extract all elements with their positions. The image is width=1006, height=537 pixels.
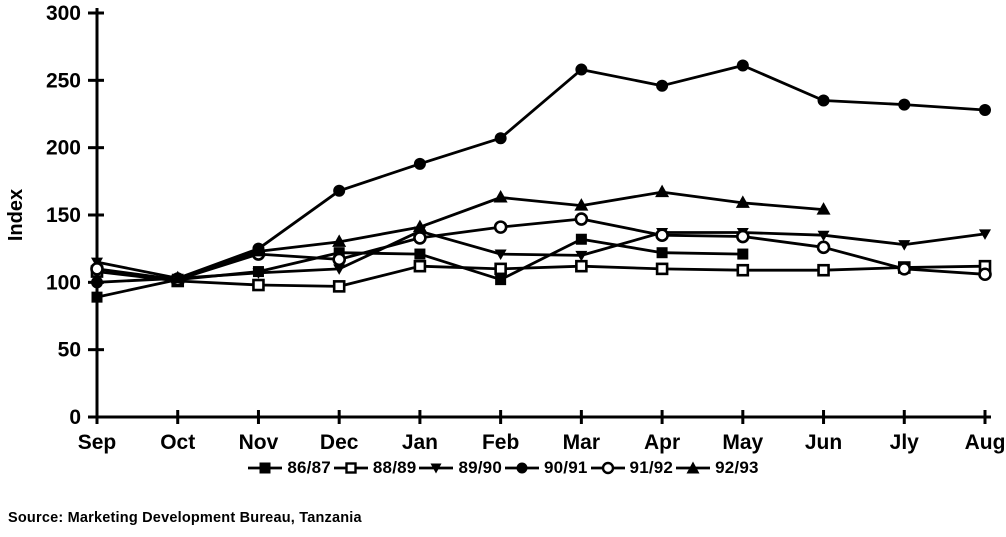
chart-legend: 86/87 88/89 89/90 90/91 91/92 92/93 — [0, 458, 1006, 478]
marker-filled-triangle — [816, 202, 831, 215]
marker-filled-down-triangle — [494, 249, 507, 261]
marker-filled-circle — [494, 132, 507, 145]
series-line-88-89 — [95, 264, 987, 288]
series-line-90-91 — [95, 64, 987, 284]
legend-item-88-89: 88/89 — [333, 458, 417, 478]
marker-filled-down-triangle — [979, 229, 991, 240]
x-tick-label: May — [722, 431, 763, 454]
marker-filled-down-triangle — [575, 250, 588, 262]
marker-filled-triangle — [735, 195, 750, 208]
marker-filled-triangle — [574, 198, 589, 211]
legend-label: 88/89 — [372, 458, 417, 477]
marker-open-circle — [413, 231, 427, 245]
y-tick-label: 150 — [46, 204, 81, 227]
legend-item-92-93: 92/93 — [675, 458, 759, 478]
y-tick-label: 300 — [46, 2, 81, 25]
x-tick-label: Sep — [78, 431, 117, 454]
marker-open-circle — [493, 220, 508, 234]
x-tick-label: Jun — [805, 431, 842, 454]
marker-open-square — [252, 278, 265, 292]
marker-filled-down-triangle — [898, 240, 911, 251]
marker-open-circle — [655, 228, 669, 242]
y-tick-label: 250 — [46, 69, 81, 92]
legend-label: 89/90 — [458, 458, 502, 477]
marker-filled-square — [656, 247, 668, 259]
marker-filled-triangle — [170, 270, 185, 284]
x-tick-label: Dec — [320, 431, 359, 454]
marker-filled-triangle — [412, 219, 427, 233]
x-tick-label: Oct — [160, 431, 195, 454]
marker-open-circle — [816, 240, 831, 255]
legend-marker-filled-square — [248, 462, 283, 474]
legend-marker-filled-down-triangle — [419, 463, 454, 474]
line-chart: 0 50 100 150 200 250 300 Sep Oct Nov Dec Jan Feb Mar A… — [5, 2, 1006, 454]
marker-filled-triangle — [493, 189, 508, 203]
y-axis-label: Index — [5, 189, 27, 241]
marker-open-square — [332, 280, 346, 293]
x-tick-label: Apr — [644, 431, 680, 454]
marker-open-square — [575, 259, 588, 273]
source-note: Source: Marketing Development Bureau, Ta… — [8, 510, 362, 526]
marker-filled-square — [737, 248, 749, 260]
marker-open-circle — [897, 262, 912, 276]
marker-filled-down-triangle — [333, 264, 346, 275]
marker-filled-square — [495, 274, 507, 286]
marker-filled-circle — [333, 184, 346, 197]
legend-label: 86/87 — [287, 458, 331, 477]
legend-item-90-91: 90/91 — [504, 458, 588, 478]
marker-filled-square — [414, 248, 426, 260]
marker-open-circle — [90, 262, 104, 276]
y-tick-label: 200 — [46, 137, 81, 160]
marker-filled-circle — [91, 276, 103, 289]
legend-item-86-87: 86/87 — [247, 458, 331, 478]
marker-filled-circle — [575, 63, 588, 76]
marker-filled-circle — [898, 98, 911, 111]
marker-open-circle — [332, 252, 346, 267]
marker-open-circle — [736, 229, 750, 244]
marker-filled-circle — [736, 59, 749, 72]
y-tick-label: 50 — [58, 339, 81, 362]
x-tick-label: Mar — [563, 431, 600, 454]
marker-filled-down-triangle — [817, 230, 830, 242]
marker-open-square — [494, 262, 507, 276]
x-tick-label: Jly — [890, 431, 920, 454]
marker-filled-triangle — [251, 243, 266, 257]
x-tick-label: Feb — [482, 431, 519, 454]
marker-open-circle — [574, 212, 589, 226]
legend-marker-filled-circle — [505, 462, 539, 474]
legend-item-91-92: 91/92 — [590, 458, 674, 478]
marker-open-circle — [978, 267, 992, 282]
series-line-89-90 — [95, 229, 987, 280]
legend-label: 92/93 — [715, 458, 759, 477]
marker-filled-square — [91, 291, 103, 303]
legend-item-89-90: 89/90 — [418, 458, 502, 478]
y-tick-label: 0 — [69, 406, 81, 429]
marker-open-square — [655, 262, 669, 276]
marker-filled-square — [575, 233, 587, 245]
marker-open-square — [817, 263, 830, 277]
marker-open-square — [736, 263, 750, 277]
marker-filled-circle — [817, 94, 830, 107]
series-line-91-92 — [95, 217, 987, 281]
marker-filled-circle — [413, 157, 426, 170]
legend-marker-filled-triangle — [676, 461, 711, 474]
marker-filled-circle — [656, 79, 669, 92]
legend-label: 90/91 — [544, 458, 588, 477]
marker-filled-down-triangle — [252, 268, 265, 279]
x-tick-label: Jan — [402, 431, 438, 454]
legend-label: 91/92 — [629, 458, 674, 477]
y-tick-label: 100 — [46, 271, 81, 294]
marker-open-square — [413, 259, 427, 273]
legend-marker-open-square — [333, 462, 368, 474]
x-tick-label: Aug — [965, 431, 1006, 454]
x-tick-label: Nov — [239, 431, 279, 454]
legend-marker-open-circle — [590, 461, 625, 475]
marker-filled-triangle — [655, 184, 670, 198]
marker-filled-triangle — [332, 234, 347, 247]
marker-filled-circle — [979, 103, 991, 116]
